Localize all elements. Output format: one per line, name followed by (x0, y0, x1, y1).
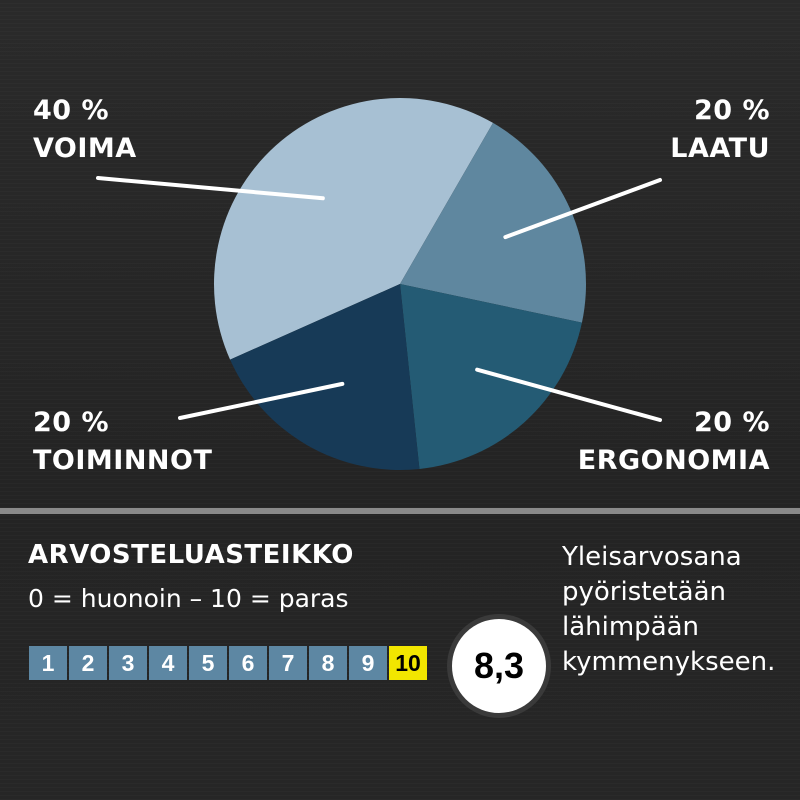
leader-line-ergonomia (475, 367, 662, 422)
pie-slice-toiminnot (230, 284, 420, 470)
note-line: kymmenykseen. (562, 647, 776, 677)
section-divider (0, 508, 800, 514)
pie-slice-ergonomia (400, 284, 582, 469)
scale-cell-10: 10 (389, 646, 427, 680)
laatu-name: LAATU (670, 133, 770, 164)
pie-slice-laatu (400, 122, 586, 323)
scale-title: ARVOSTELUASTEIKKO (28, 540, 354, 570)
scale-cell-2: 2 (69, 646, 107, 680)
ergonomia-name: ERGONOMIA (577, 445, 770, 476)
label-ergonomia: 20 % ERGONOMIA (578, 404, 770, 480)
scale-cell-6: 6 (229, 646, 267, 680)
scale-cell-5: 5 (189, 646, 227, 680)
scale-cell-9: 9 (349, 646, 387, 680)
scale-cell-8: 8 (309, 646, 347, 680)
note-line: lähimpään (562, 612, 700, 642)
scale-cell-3: 3 (109, 646, 147, 680)
label-voima: 40 % VOIMA (33, 92, 137, 168)
toiminnot-name: TOIMINNOT (33, 445, 213, 476)
leader-line-laatu (503, 178, 662, 240)
rounding-note: Yleisarvosana pyöristetään lähimpään kym… (562, 540, 792, 680)
label-laatu: 20 % LAATU (670, 92, 770, 168)
rating-scale: 1 2 3 4 5 6 7 8 9 10 (29, 646, 429, 680)
scale-cell-7: 7 (269, 646, 307, 680)
voima-name: VOIMA (33, 133, 137, 164)
laatu-percent: 20 % (693, 95, 770, 126)
toiminnot-percent: 20 % (33, 407, 110, 438)
note-line: Yleisarvosana (562, 542, 742, 572)
pie-chart (96, 97, 662, 470)
note-line: pyöristetään (562, 577, 726, 607)
score-badge: 8,3 (447, 614, 551, 718)
scale-cell-4: 4 (149, 646, 187, 680)
scale-subtitle: 0 = huonoin – 10 = paras (28, 584, 349, 613)
pie-slice-voima (214, 97, 494, 360)
leader-line-toiminnot (178, 381, 345, 420)
scale-cell-1: 1 (29, 646, 67, 680)
label-toiminnot: 20 % TOIMINNOT (33, 404, 212, 480)
voima-percent: 40 % (33, 95, 110, 126)
ergonomia-percent: 20 % (693, 407, 770, 438)
leader-line-voima (96, 176, 325, 201)
